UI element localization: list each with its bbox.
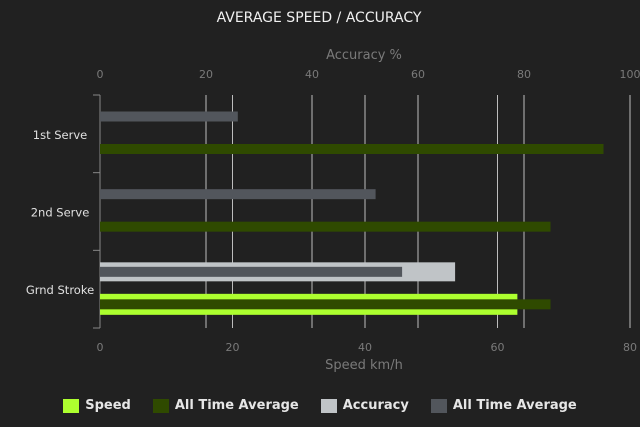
bottom-tick-label: 80	[623, 341, 637, 354]
category-label: 1st Serve	[33, 128, 87, 142]
legend-label: Accuracy	[342, 398, 409, 413]
legend-swatch	[152, 398, 169, 413]
legend: Speed All Time Average Accuracy All Time Av…	[0, 398, 640, 413]
category-label: Grnd Stroke	[26, 283, 94, 297]
bottom-tick-label: 60	[491, 341, 505, 354]
top-tick-label: 40	[305, 68, 319, 81]
legend-item[interactable]: Accuracy	[320, 398, 409, 413]
bar-all-time-average	[100, 144, 604, 154]
legend-swatch	[63, 398, 80, 413]
top-tick-label: 20	[199, 68, 213, 81]
bottom-tick-label: 0	[97, 341, 104, 354]
bar-all-time-average	[100, 221, 551, 232]
top-tick-label: 60	[411, 68, 425, 81]
top-axis-label: Accuracy %	[326, 48, 402, 63]
bar-all-time-average	[100, 111, 238, 122]
category-label: 2nd Serve	[31, 206, 90, 220]
top-tick-label: 100	[620, 68, 640, 81]
bar-all-time-average	[100, 266, 403, 277]
bottom-tick-label: 20	[226, 341, 240, 354]
legend-swatch	[430, 398, 447, 413]
legend-item[interactable]: Speed	[63, 398, 131, 413]
legend-label: Speed	[85, 398, 131, 413]
bottom-axis-label: Speed km/h	[325, 358, 403, 373]
bar-all-time-average	[100, 189, 376, 200]
bar-all-time-average	[100, 299, 551, 310]
legend-label: All Time Average	[174, 398, 299, 413]
bottom-tick-label: 40	[358, 341, 372, 354]
chart-title: AVERAGE SPEED / ACCURACY	[217, 10, 422, 26]
legend-item[interactable]: All Time Average	[430, 398, 577, 413]
top-tick-label: 0	[97, 68, 104, 81]
legend-label: All Time Average	[452, 398, 577, 413]
legend-swatch	[320, 398, 337, 413]
legend-item[interactable]: All Time Average	[152, 398, 299, 413]
top-tick-label: 80	[517, 68, 531, 81]
